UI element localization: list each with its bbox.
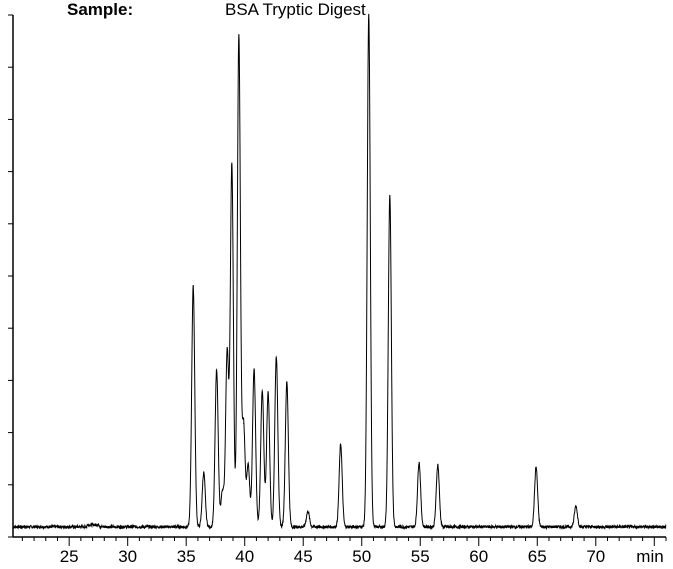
x-tick-label: 30 — [118, 547, 137, 566]
peak-apex — [389, 195, 391, 197]
peak-apex — [418, 461, 420, 463]
peak-apex — [286, 381, 288, 383]
peak-apex — [275, 355, 277, 357]
x-tick-labels: 25 30 35 40 45 50 55 60 65 70 min — [60, 547, 664, 566]
sample-name: BSA Tryptic Digest — [225, 0, 366, 19]
peak-apex — [267, 391, 269, 393]
x-tick-label: 25 — [60, 547, 79, 566]
peak-apex — [437, 464, 439, 466]
x-tick-label: 40 — [235, 547, 254, 566]
x-axis-unit-label: min — [636, 547, 663, 566]
peak-apex — [368, 14, 370, 16]
peak-apex — [535, 466, 537, 468]
peak-apex — [221, 490, 223, 492]
x-tick-label: 60 — [469, 547, 488, 566]
x-tick-label: 50 — [352, 547, 371, 566]
chromatogram-trace — [12, 13, 667, 531]
peak-apex — [238, 35, 240, 37]
peak-apex — [307, 510, 309, 512]
peak-apex — [203, 472, 205, 474]
x-ticks — [21, 537, 667, 546]
peak-apex — [247, 464, 249, 466]
peak-apex — [261, 389, 263, 391]
trace — [12, 13, 667, 531]
sample-label: Sample: — [67, 0, 134, 19]
peak-apex — [253, 368, 255, 370]
peak-apex — [575, 505, 577, 507]
peak-apex — [226, 350, 228, 352]
x-tick-label: 55 — [411, 547, 430, 566]
x-tick-label: 65 — [528, 547, 547, 566]
peak-apex — [243, 422, 245, 424]
y-ticks — [8, 14, 13, 538]
x-tick-label: 70 — [586, 547, 605, 566]
peak-apex — [340, 443, 342, 445]
x-tick-label: 45 — [294, 547, 313, 566]
peak-apex — [216, 368, 218, 370]
peak-apex — [192, 285, 194, 287]
x-tick-label: 35 — [177, 547, 196, 566]
peak-apex — [231, 164, 233, 166]
